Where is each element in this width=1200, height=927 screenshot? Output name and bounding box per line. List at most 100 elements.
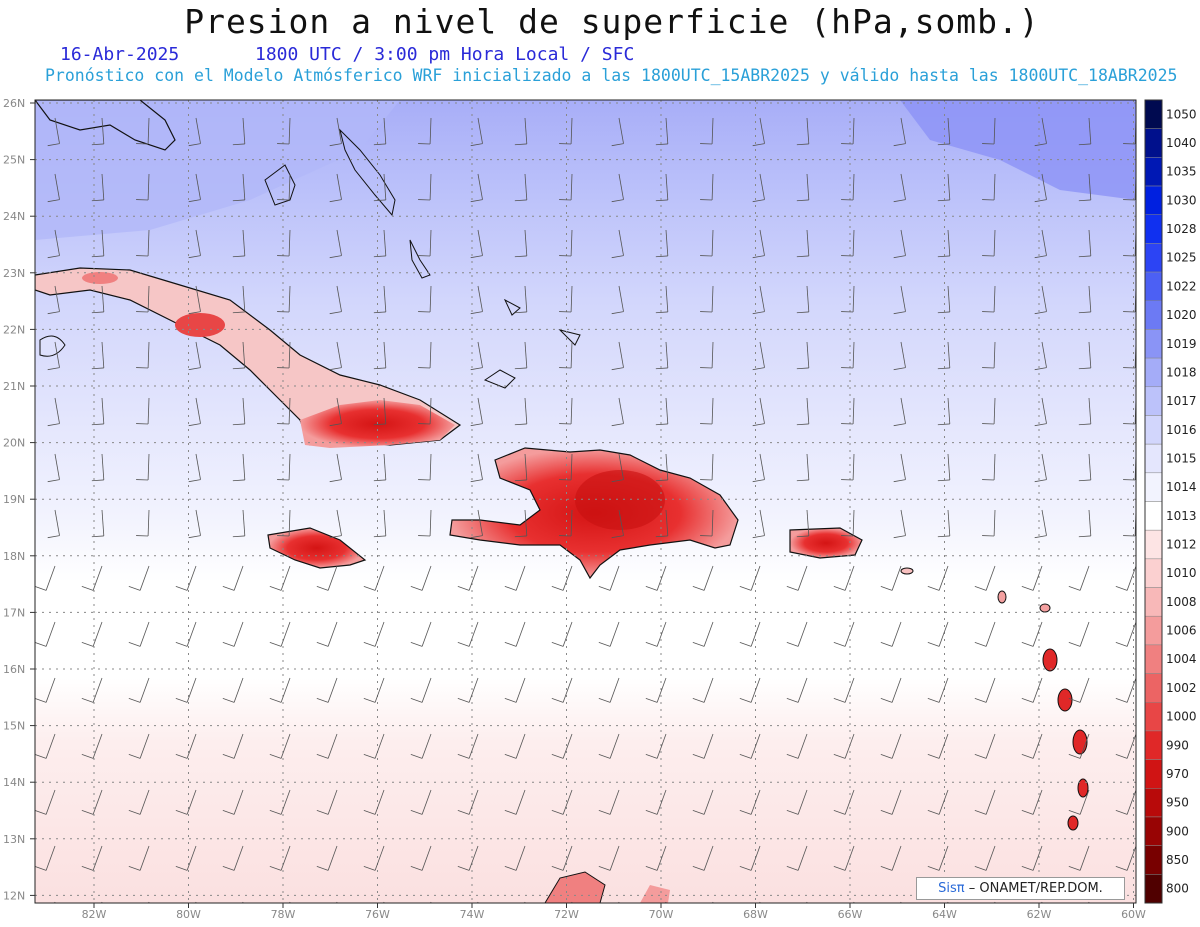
wind-barb bbox=[551, 733, 573, 759]
wind-barb bbox=[974, 621, 996, 647]
wind-barb bbox=[611, 229, 624, 259]
wind-barb bbox=[457, 621, 479, 647]
wind-barb bbox=[806, 901, 808, 903]
wind-barb bbox=[786, 845, 808, 871]
wind-barb bbox=[927, 621, 949, 647]
wind-barb bbox=[1088, 901, 1090, 903]
colorbar-label: 800 bbox=[1166, 882, 1189, 896]
wind-barb bbox=[598, 733, 620, 759]
wind-barb bbox=[1078, 285, 1092, 314]
wind-barb bbox=[188, 173, 201, 203]
wind-barb bbox=[232, 341, 246, 370]
colorbar-label: 1013 bbox=[1166, 509, 1197, 523]
wind-barb bbox=[692, 565, 714, 591]
wind-barb bbox=[927, 845, 949, 871]
wind-barb bbox=[559, 509, 573, 537]
wind-barb bbox=[504, 845, 526, 871]
colorbar-label: 1028 bbox=[1166, 222, 1197, 236]
wind-barb bbox=[937, 509, 951, 538]
wind-barb bbox=[514, 229, 528, 258]
wind-barb bbox=[1068, 621, 1090, 647]
wind-barb bbox=[410, 677, 432, 703]
wind-barb bbox=[316, 845, 338, 871]
lon-label: 74W bbox=[460, 908, 485, 921]
colorbar-label: 1050 bbox=[1166, 107, 1197, 121]
colorbar-label: 1010 bbox=[1166, 566, 1197, 580]
wind-barb bbox=[316, 677, 338, 703]
wind-barb bbox=[982, 229, 996, 257]
wind-barb bbox=[47, 509, 60, 539]
wind-barb bbox=[188, 285, 201, 315]
wind-barb bbox=[927, 565, 949, 591]
wind-barb bbox=[269, 565, 291, 591]
colorbar-swatch bbox=[1144, 816, 1163, 846]
wind-barb bbox=[739, 845, 761, 871]
wind-barb bbox=[739, 621, 761, 647]
wind-barb bbox=[277, 397, 291, 425]
wind-barb bbox=[91, 341, 105, 370]
lat-label: 24N bbox=[3, 210, 25, 223]
wind-barb bbox=[232, 117, 246, 146]
wind-barb bbox=[739, 733, 761, 759]
wind-barb bbox=[277, 229, 291, 257]
wind-barb bbox=[91, 173, 105, 202]
wind-barb bbox=[175, 845, 197, 871]
wind-barb bbox=[128, 565, 150, 591]
wind-barb bbox=[1078, 173, 1092, 202]
wind-barb bbox=[418, 509, 432, 537]
wind-barb bbox=[880, 565, 902, 591]
wind-barb bbox=[329, 453, 342, 483]
colorbar-label: 1002 bbox=[1166, 681, 1197, 695]
colorbar-swatch bbox=[1144, 415, 1163, 445]
wind-barb bbox=[514, 341, 528, 370]
wind-barb bbox=[880, 621, 902, 647]
wind-barb bbox=[598, 845, 620, 871]
wind-barb bbox=[796, 229, 810, 258]
jamaica-landmass bbox=[267, 527, 367, 569]
colorbar-swatch bbox=[1144, 845, 1163, 875]
wind-barb bbox=[841, 453, 855, 481]
wind-barb bbox=[833, 565, 855, 591]
wind-barb bbox=[363, 733, 385, 759]
colorbar-label: 900 bbox=[1166, 824, 1189, 838]
wind-barb bbox=[232, 509, 246, 538]
wind-barb bbox=[1078, 509, 1092, 538]
colorbar-swatch bbox=[1144, 386, 1163, 416]
wind-barb bbox=[974, 845, 996, 871]
wind-barb bbox=[982, 509, 996, 537]
colorbar-swatch bbox=[1144, 788, 1163, 818]
wind-barb bbox=[277, 285, 291, 313]
wind-barb bbox=[373, 341, 387, 370]
wind-barb bbox=[655, 117, 669, 146]
colorbar-swatch bbox=[1144, 615, 1163, 646]
colorbar-swatch bbox=[1144, 271, 1163, 302]
wind-barb bbox=[551, 789, 573, 815]
wind-barb bbox=[786, 565, 808, 591]
wind-barb bbox=[752, 453, 765, 483]
wind-barb bbox=[81, 621, 103, 647]
latitude-labels: 26N 25N 24N 23N 22N 21N 20N 19N 18N 17N 16N 15N 14N 1… bbox=[3, 97, 35, 902]
wind-barb bbox=[937, 117, 951, 146]
lat-label: 26N bbox=[3, 97, 25, 110]
wind-barb bbox=[1078, 397, 1092, 426]
colorbar-label: 1016 bbox=[1166, 423, 1197, 437]
wind-barb bbox=[329, 285, 342, 315]
wind-barb bbox=[752, 509, 765, 539]
wind-barb bbox=[1034, 453, 1047, 483]
wind-barb bbox=[700, 173, 714, 201]
wind-barb bbox=[1034, 397, 1047, 427]
wind-barb bbox=[136, 285, 150, 313]
wind-barb bbox=[457, 789, 479, 815]
wind-barb bbox=[645, 565, 667, 591]
wind-barb bbox=[329, 173, 342, 203]
wind-barb bbox=[893, 509, 906, 539]
wind-barb bbox=[752, 341, 765, 371]
valid-time: 1800 UTC / 3:00 pm Hora Local / SFC bbox=[255, 44, 635, 65]
wind-barb bbox=[514, 509, 528, 538]
wind-barb bbox=[833, 845, 855, 871]
wind-barb bbox=[786, 789, 808, 815]
wind-barb bbox=[81, 845, 103, 871]
wind-barb bbox=[700, 117, 714, 145]
wind-barb bbox=[893, 397, 906, 427]
